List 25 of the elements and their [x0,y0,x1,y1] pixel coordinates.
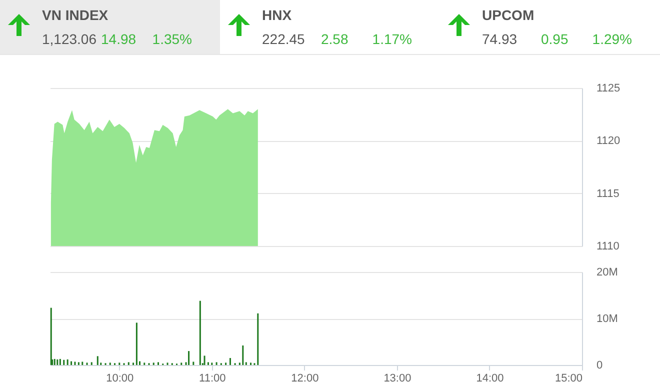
x-tick-label: 11:00 [199,372,226,382]
x-tick-label: 14:00 [476,372,504,382]
y-tick-label: 20M [596,266,618,278]
text: HNX [262,7,292,23]
y-tick-label: 10M [596,313,618,325]
text: 1,123.06 [42,31,96,47]
text: 0.95 [541,31,568,47]
text: VN INDEX [42,7,108,23]
x-tick-label: 13:00 [384,372,412,382]
y-tick-label: 1110 [596,240,620,252]
text: 1.35% [152,31,192,47]
text: UPCOM [482,7,534,23]
y-tick-label: 1125 [596,82,620,94]
x-tick-label: 10:00 [106,372,134,382]
y-tick-label: 1120 [596,135,620,148]
text: 222.45 [262,31,305,47]
y-tick-label: 1115 [596,188,620,200]
text: 1.29% [592,31,632,47]
text: 74.93 [482,31,518,47]
text: 14.98 [101,31,136,47]
x-tick-label: 12:00 [291,372,319,382]
y-tick-label: 0 [596,360,603,372]
text: 1.17% [372,31,412,47]
text: 2.58 [321,31,348,47]
x-tick-label: 15:00 [554,372,582,382]
